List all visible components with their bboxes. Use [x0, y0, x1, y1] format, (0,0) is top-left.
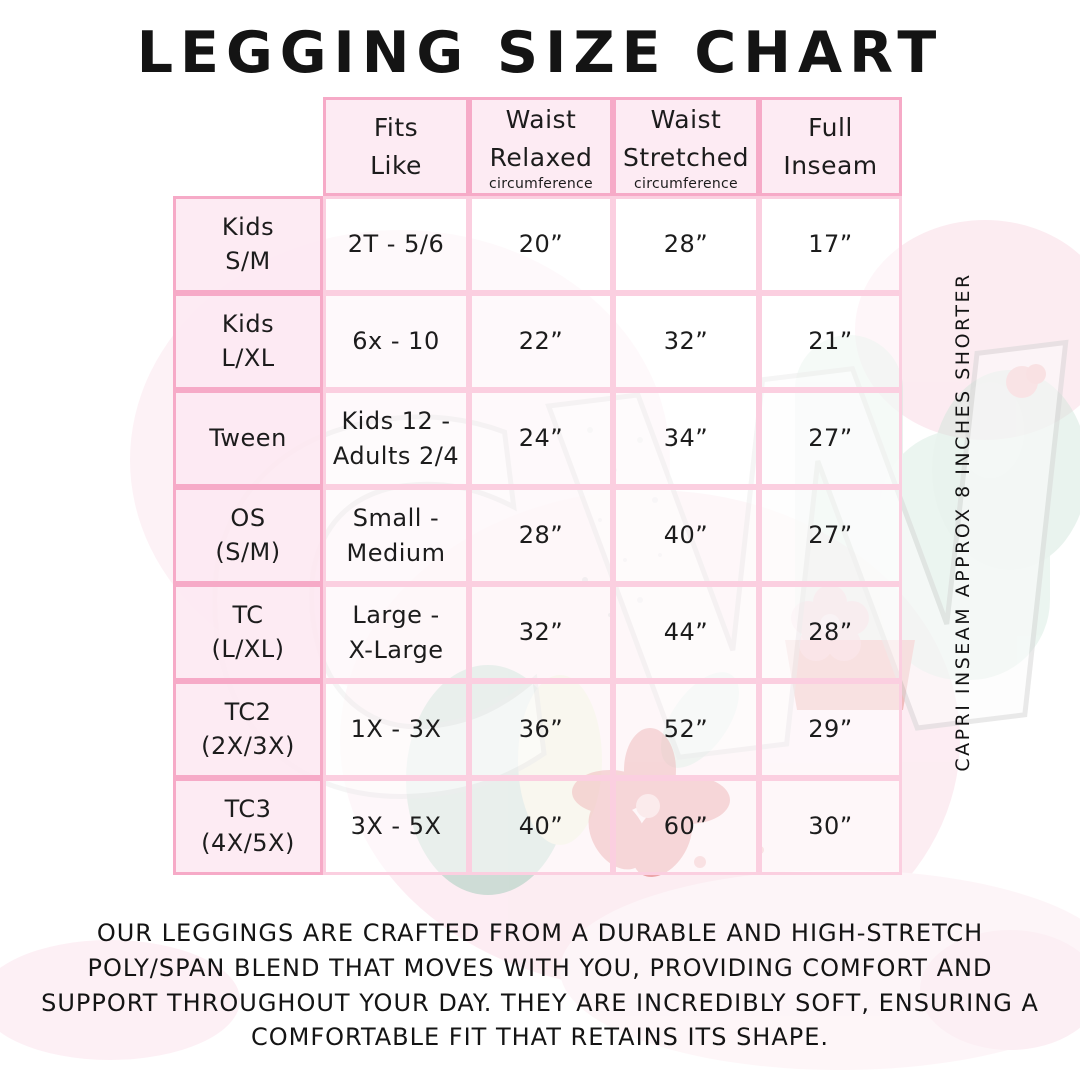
col-header-waist-relaxed: Waist Relaxed circumference: [469, 97, 613, 196]
table-cell: Small - Medium: [323, 487, 469, 584]
table-cell: 2T - 5/6: [323, 196, 469, 293]
table-cell: 36”: [469, 681, 613, 778]
table-cell: 40”: [613, 487, 759, 584]
size-chart-table: Fits Like Waist Relaxed circumference Wa…: [173, 97, 902, 875]
table-cell: 60”: [613, 778, 759, 875]
col-header-sub: circumference: [634, 176, 738, 192]
table-cell: 27”: [759, 390, 902, 487]
row-header-kids-lxl: Kids L/XL: [173, 293, 323, 390]
table-cell: 34”: [613, 390, 759, 487]
table-cell: 3X - 5X: [323, 778, 469, 875]
table-cell: 17”: [759, 196, 902, 293]
table-cell: 29”: [759, 681, 902, 778]
col-header-sub: circumference: [489, 176, 593, 192]
table-corner-blank: [173, 97, 323, 196]
page-title: LEGGING SIZE CHART: [136, 20, 944, 86]
col-header-label: Full Inseam: [783, 113, 878, 180]
table-cell: 6x - 10: [323, 293, 469, 390]
row-header-tc-lxl: TC (L/XL): [173, 584, 323, 681]
col-header-full-inseam: Full Inseam: [759, 97, 902, 196]
table-cell: 28”: [613, 196, 759, 293]
table-cell: 20”: [469, 196, 613, 293]
col-header-label: Fits Like: [370, 113, 422, 180]
table-cell: Kids 12 - Adults 2/4: [323, 390, 469, 487]
col-header-waist-stretched: Waist Stretched circumference: [613, 97, 759, 196]
row-header-tc2-2x3x: TC2 (2X/3X): [173, 681, 323, 778]
table-cell: 32”: [469, 584, 613, 681]
table-cell: 28”: [759, 584, 902, 681]
table-cell: Large - X-Large: [323, 584, 469, 681]
table-cell: 22”: [469, 293, 613, 390]
capri-inseam-note: CAPRI INSEAM APPROX 8 INCHES SHORTER: [952, 272, 974, 772]
col-header-label: Waist Relaxed: [489, 105, 593, 172]
table-cell: 32”: [613, 293, 759, 390]
table-cell: 44”: [613, 584, 759, 681]
table-cell: 27”: [759, 487, 902, 584]
product-description: OUR LEGGINGS ARE CRAFTED FROM A DURABLE …: [41, 919, 1039, 1052]
row-header-os-sm: OS (S/M): [173, 487, 323, 584]
table-cell: 52”: [613, 681, 759, 778]
row-header-kids-sm: Kids S/M: [173, 196, 323, 293]
col-header-label: Waist Stretched: [623, 105, 749, 172]
table-cell: 1X - 3X: [323, 681, 469, 778]
table-cell: 40”: [469, 778, 613, 875]
row-header-tween: Tween: [173, 390, 323, 487]
row-header-tc3-4x5x: TC3 (4X/5X): [173, 778, 323, 875]
table-cell: 30”: [759, 778, 902, 875]
table-cell: 28”: [469, 487, 613, 584]
col-header-fits-like: Fits Like: [323, 97, 469, 196]
table-cell: 24”: [469, 390, 613, 487]
table-cell: 21”: [759, 293, 902, 390]
